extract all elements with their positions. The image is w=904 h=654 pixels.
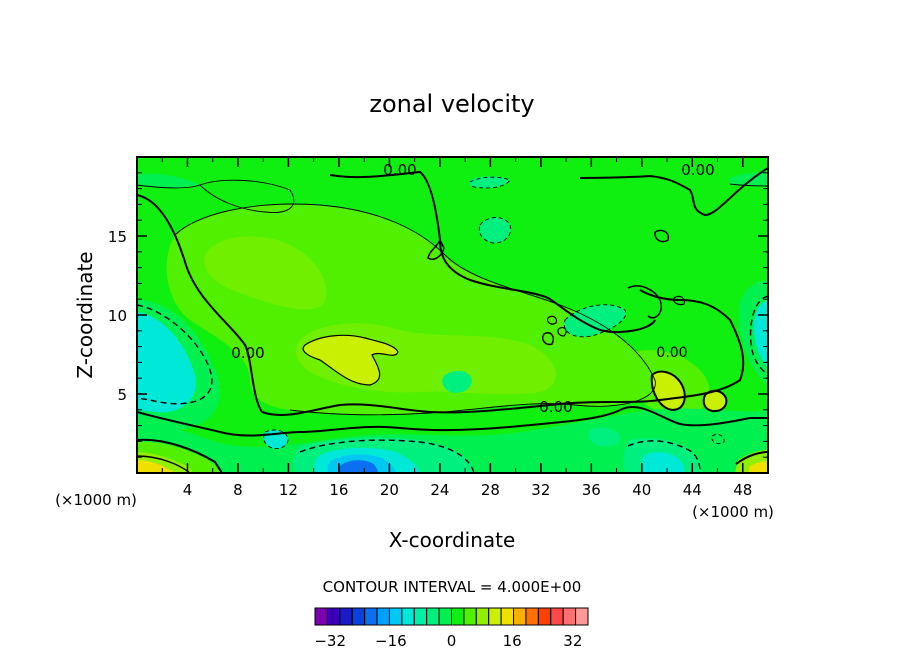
x-tick-label: 48 bbox=[733, 481, 752, 499]
zero-contour-main bbox=[137, 194, 745, 416]
x-tick-label: 28 bbox=[481, 481, 500, 499]
x-tick-label: 16 bbox=[329, 481, 348, 499]
colorbar-tick-label: −32 bbox=[314, 632, 346, 650]
colorbar-swatch bbox=[451, 607, 465, 626]
colorbar-swatch bbox=[438, 607, 453, 626]
colorbar-tick-label: 32 bbox=[563, 632, 582, 650]
contour-label: 0.00 bbox=[231, 344, 264, 362]
colorbar-swatch bbox=[500, 607, 515, 626]
colorbar-swatch bbox=[488, 607, 502, 626]
x-tick-label: 36 bbox=[582, 481, 601, 499]
colorbar-swatch bbox=[537, 607, 552, 626]
y-axis-title: Z-coordinate bbox=[73, 251, 97, 378]
contour-interval-label: CONTOUR INTERVAL = 4.000E+00 bbox=[323, 578, 582, 596]
x-tick-label: 12 bbox=[279, 481, 298, 499]
colorbar-swatch bbox=[426, 607, 440, 626]
colorbar-tick-label: 16 bbox=[503, 632, 522, 650]
x-tick-label: 40 bbox=[632, 481, 651, 499]
x-tick-label: 4 bbox=[183, 481, 193, 499]
yellow-green-core bbox=[303, 335, 398, 385]
colorbar-swatch bbox=[463, 607, 477, 626]
contour-lines bbox=[137, 167, 768, 473]
colorbar-swatch bbox=[351, 607, 366, 626]
x-axis-title: X-coordinate bbox=[389, 528, 516, 552]
colorbar-swatch bbox=[376, 607, 390, 626]
contour-label: 0.00 bbox=[656, 345, 687, 361]
y-tick-label: 15 bbox=[108, 228, 127, 246]
colorbar-swatch bbox=[326, 607, 341, 626]
colorbar-swatch bbox=[562, 607, 577, 626]
contour-label: 0.00 bbox=[539, 398, 572, 416]
colorbar-swatch bbox=[475, 607, 490, 626]
contour-labels: 0.00 0.00 0.00 0.00 0.00 bbox=[231, 161, 714, 416]
x-unit-right: (×1000 m) bbox=[692, 503, 774, 521]
colorbar-swatch bbox=[364, 607, 378, 626]
x-tick-label: 20 bbox=[380, 481, 399, 499]
colorbar-swatch bbox=[575, 607, 589, 626]
x-tick-label: 44 bbox=[683, 481, 702, 499]
colorbar-swatch bbox=[314, 607, 328, 626]
colorbar: −32 −16 0 16 32 bbox=[314, 607, 589, 650]
left-lobe-inner bbox=[137, 312, 196, 413]
x-tick-label: 24 bbox=[430, 481, 449, 499]
colorbar-swatch bbox=[388, 607, 403, 626]
y-tick-label: 10 bbox=[108, 307, 127, 325]
colorbar-swatch bbox=[513, 607, 527, 626]
x-tick-label: 8 bbox=[233, 481, 243, 499]
colorbar-swatch bbox=[339, 607, 353, 626]
contour-label: 0.00 bbox=[681, 161, 714, 179]
x-unit-left: (×1000 m) bbox=[55, 491, 137, 509]
colorbar-swatch bbox=[413, 607, 428, 626]
y-tick-label: 5 bbox=[117, 386, 127, 404]
colorbar-swatch bbox=[401, 607, 415, 626]
colorbar-tick-label: 0 bbox=[447, 632, 457, 650]
colorbar-swatch bbox=[525, 607, 539, 626]
colorbar-tick-label: −16 bbox=[375, 632, 407, 650]
x-tick-label: 32 bbox=[531, 481, 550, 499]
chart-title: zonal velocity bbox=[369, 90, 534, 118]
contour-label: 0.00 bbox=[383, 161, 416, 179]
colorbar-swatch bbox=[550, 607, 564, 626]
